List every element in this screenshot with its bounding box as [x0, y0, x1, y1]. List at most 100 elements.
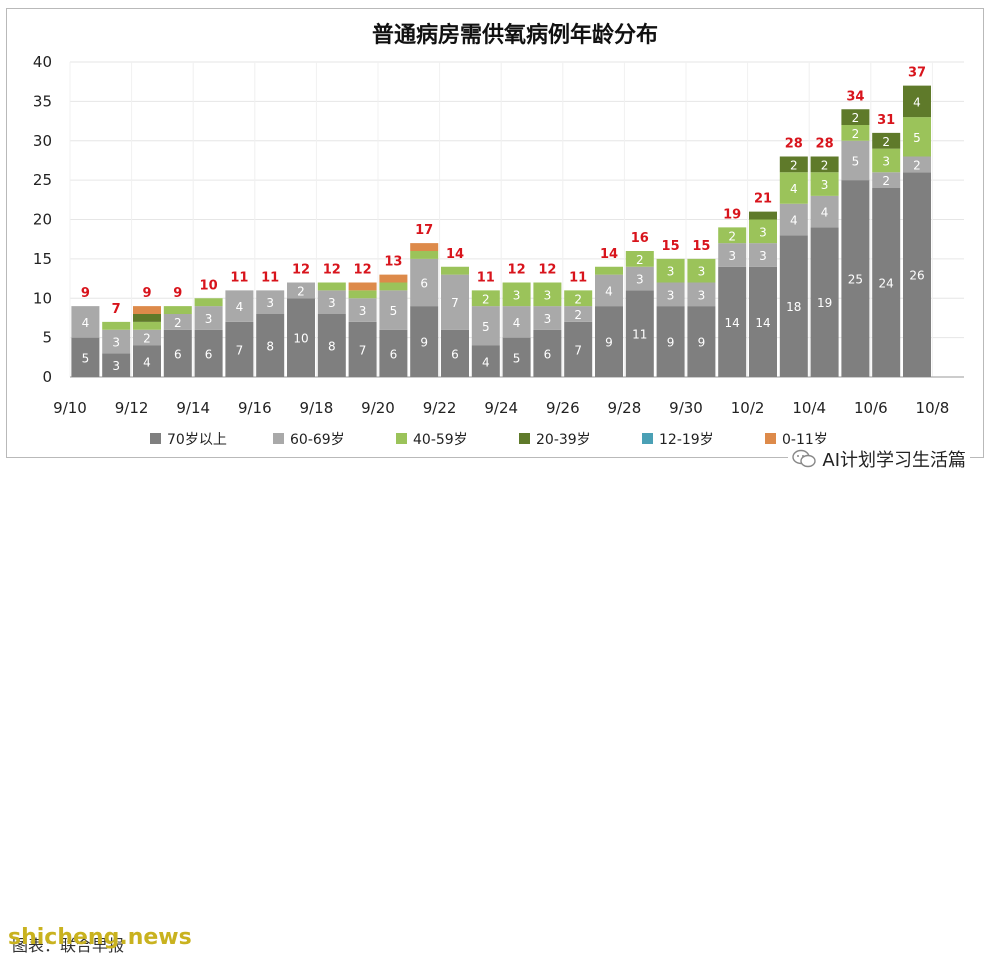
- segment-value-label: 5: [513, 351, 521, 365]
- bar-segment: [379, 290, 408, 330]
- total-label: 9: [142, 286, 151, 301]
- bar-segment: [348, 321, 377, 377]
- legend-swatch: [765, 433, 776, 444]
- bar-segment: [903, 117, 931, 157]
- bar-segment: [133, 345, 161, 377]
- segment-value-label: 4: [913, 95, 921, 109]
- total-label: 13: [384, 255, 402, 270]
- bar-segment: [348, 290, 377, 299]
- segment-value-label: 2: [143, 332, 151, 346]
- legend-label: 40-59岁: [413, 432, 468, 448]
- segment-value-label: 2: [728, 229, 736, 243]
- segment-value-label: 3: [205, 312, 213, 326]
- bar-segment: [872, 132, 901, 149]
- x-tick-label: 10/2: [731, 399, 765, 417]
- segment-value-label: 3: [759, 249, 767, 263]
- bar-segment: [317, 290, 346, 314]
- segment-value-label: 9: [420, 336, 428, 350]
- segment-value-label: 3: [698, 265, 706, 279]
- total-label: 7: [112, 302, 121, 317]
- segment-value-label: 6: [544, 347, 552, 361]
- segment-value-label: 3: [667, 288, 675, 302]
- bar-segment: [441, 329, 469, 377]
- segment-value-label: 8: [266, 340, 274, 354]
- watermark: shicheng.news: [8, 925, 192, 950]
- x-tick-label: 9/10: [53, 399, 87, 417]
- segment-value-label: 4: [821, 206, 829, 220]
- segment-value-label: 6: [174, 347, 182, 361]
- segment-value-label: 5: [82, 351, 90, 365]
- bar-segment: [287, 282, 315, 299]
- total-label: 37: [908, 66, 926, 81]
- total-label: 17: [415, 223, 433, 238]
- legend-swatch: [150, 433, 161, 444]
- chart-frame: [6, 8, 984, 458]
- bar-segment: [317, 314, 346, 377]
- x-tick-label: 9/28: [608, 399, 642, 417]
- segment-value-label: 2: [852, 111, 860, 125]
- segment-value-label: 7: [236, 343, 244, 357]
- bar-segment: [471, 345, 500, 377]
- legend-label: 60-69岁: [290, 432, 345, 448]
- segment-value-label: 19: [817, 296, 832, 310]
- bar-segment: [841, 109, 870, 125]
- total-label: 11: [477, 270, 495, 285]
- total-label: 14: [446, 247, 464, 262]
- total-label: 12: [354, 263, 372, 278]
- total-label: 28: [816, 137, 834, 152]
- total-label: 11: [261, 270, 279, 285]
- segment-value-label: 11: [632, 328, 647, 342]
- bar-segment: [872, 172, 901, 188]
- bars: 5433426263748310283736596674525436337229…: [71, 85, 931, 377]
- total-label: 10: [200, 278, 218, 293]
- segment-value-label: 9: [667, 336, 675, 350]
- segment-value-label: 6: [420, 277, 428, 291]
- segment-value-label: 2: [913, 158, 921, 172]
- segment-value-label: 4: [790, 214, 798, 228]
- bar-segment: [749, 243, 777, 267]
- bar-segment: [502, 282, 531, 307]
- segment-value-label: 2: [882, 174, 890, 188]
- total-label: 12: [292, 263, 310, 278]
- segment-value-label: 3: [698, 288, 706, 302]
- chart-title: 普通病房需供氧病例年龄分布: [372, 22, 658, 48]
- bar-segment: [533, 282, 562, 307]
- total-label: 12: [323, 263, 341, 278]
- segment-value-label: 2: [882, 135, 890, 149]
- brand-badge[interactable]: AI计划学习生活篇: [788, 444, 970, 474]
- segment-value-label: 3: [266, 296, 274, 310]
- bar-segment: [317, 282, 346, 291]
- bar-segment: [194, 306, 223, 330]
- bar-segment: [133, 314, 161, 322]
- y-tick-label: 35: [33, 92, 52, 110]
- segment-value-label: 24: [879, 277, 894, 291]
- segment-value-label: 2: [821, 158, 829, 172]
- bar-segment: [656, 258, 685, 283]
- legend-label: 12-19岁: [659, 432, 714, 448]
- x-tick-label: 9/30: [669, 399, 703, 417]
- total-label: 9: [173, 286, 182, 301]
- bar-segment: [810, 156, 839, 173]
- bar-segment: [102, 353, 131, 377]
- segment-value-label: 3: [882, 154, 890, 168]
- legend-swatch: [396, 433, 407, 444]
- bar-segment: [564, 321, 593, 377]
- y-tick-label: 10: [33, 289, 52, 307]
- segment-value-label: 3: [667, 265, 675, 279]
- segment-value-label: 7: [451, 296, 459, 310]
- total-label: 34: [846, 89, 864, 104]
- total-label: 31: [877, 113, 895, 128]
- segment-value-label: 2: [636, 253, 644, 267]
- bar-segment: [718, 266, 747, 377]
- bar-segment: [533, 329, 562, 377]
- x-tick-label: 9/26: [546, 399, 580, 417]
- bar-segment: [410, 251, 439, 259]
- bar-segment: [379, 282, 408, 291]
- segment-value-label: 5: [913, 131, 921, 145]
- segment-value-label: 3: [112, 359, 120, 373]
- segment-value-label: 18: [786, 300, 801, 314]
- segment-value-label: 2: [482, 292, 490, 306]
- segment-value-label: 5: [390, 304, 398, 318]
- bar-segment: [71, 306, 100, 338]
